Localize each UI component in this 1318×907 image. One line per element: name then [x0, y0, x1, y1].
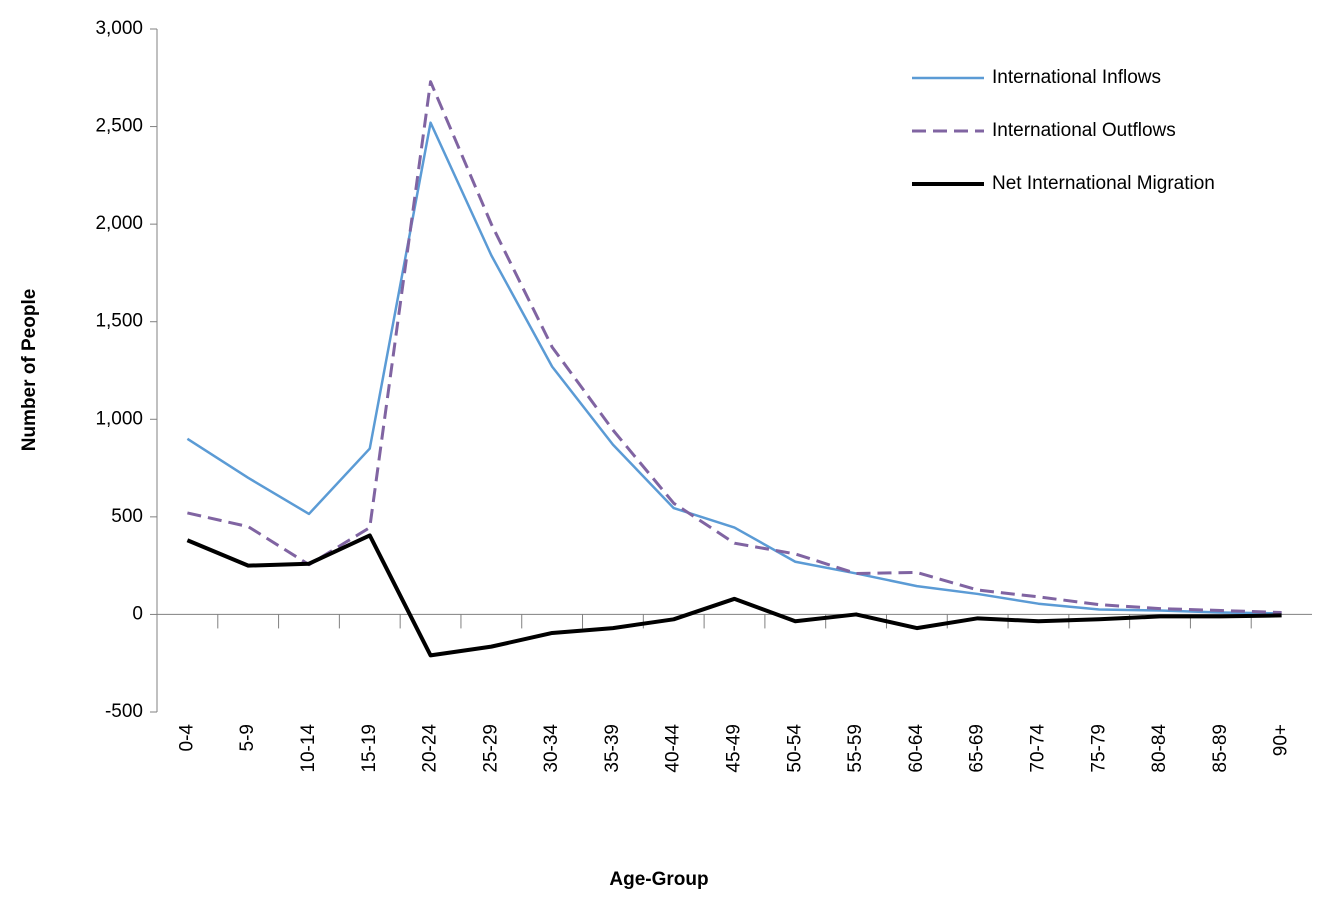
x-tick-label: 65-69	[967, 724, 988, 773]
x-tick-label: 75-79	[1088, 724, 1109, 773]
legend-label: Net International Migration	[992, 173, 1215, 194]
y-tick-label: 2,500	[95, 116, 143, 137]
x-tick-label: 90+	[1271, 724, 1292, 756]
series-line	[187, 80, 1282, 614]
legend-label: International Inflows	[992, 67, 1161, 88]
x-tick-label: 20-24	[420, 724, 441, 773]
y-tick-label: -500	[105, 701, 143, 722]
x-tick-label: 60-64	[906, 724, 927, 773]
series-line	[186, 121, 1282, 615]
x-tick-label: 0-4	[176, 724, 197, 752]
y-tick-label: 500	[111, 506, 143, 527]
y-tick-label: 1,000	[95, 408, 143, 429]
x-axis-label: Age-Group	[609, 869, 708, 890]
x-tick-label: 50-54	[784, 724, 805, 773]
x-tick-label: 40-44	[663, 724, 684, 773]
x-tick-label: 70-74	[1027, 724, 1048, 773]
x-tick-label: 5-9	[237, 724, 258, 751]
legend-label: International Outflows	[992, 120, 1176, 141]
y-tick-label: 2,000	[95, 213, 143, 234]
x-tick-label: 85-89	[1210, 724, 1231, 773]
x-tick-label: 80-84	[1149, 724, 1170, 773]
x-tick-label: 30-34	[541, 724, 562, 773]
x-tick-label: 10-14	[298, 724, 319, 773]
series-line	[186, 533, 1282, 658]
y-axis-label: Number of People	[19, 289, 40, 452]
x-tick-label: 15-19	[359, 724, 380, 773]
x-tick-label: 35-39	[602, 724, 623, 773]
x-tick-label: 25-29	[480, 724, 501, 773]
y-tick-label: 0	[132, 603, 143, 624]
y-tick-label: 3,000	[95, 18, 143, 39]
y-tick-label: 1,500	[95, 311, 143, 332]
x-tick-label: 55-59	[845, 724, 866, 773]
x-tick-label: 45-49	[724, 724, 745, 773]
